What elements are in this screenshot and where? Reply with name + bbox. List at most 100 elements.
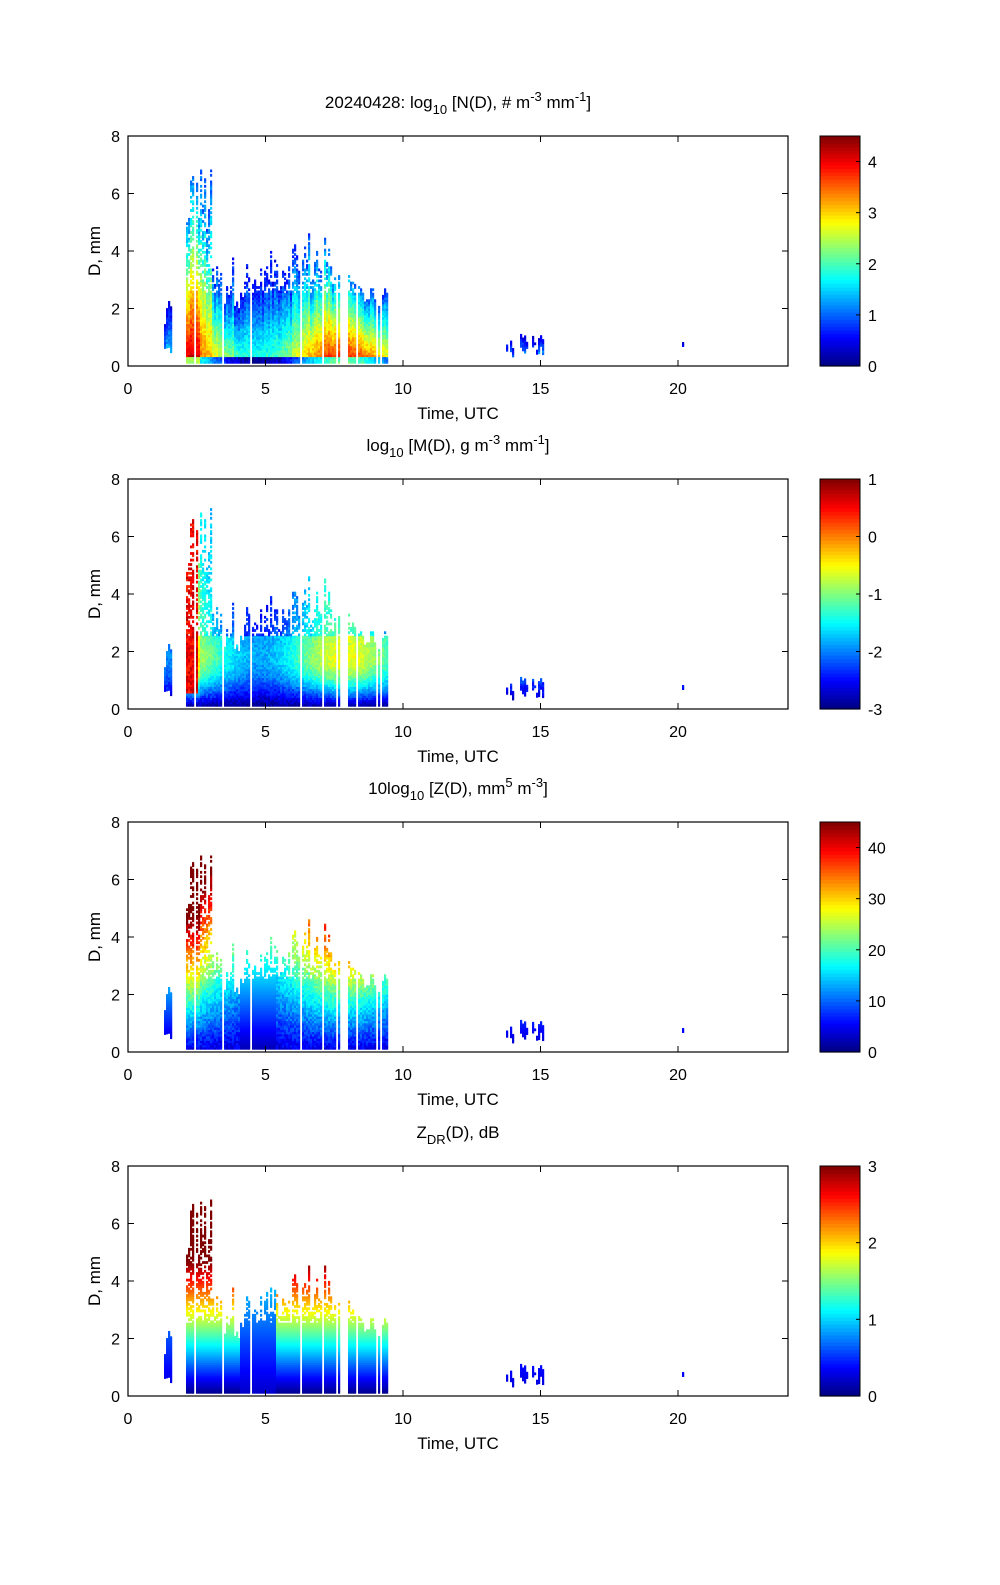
heatmap-cell: [206, 316, 209, 320]
heatmap-cell: [208, 228, 211, 232]
heatmap-cell: [306, 321, 309, 325]
heatmap-cell: [212, 349, 215, 353]
heatmap-cell: [236, 321, 239, 325]
heatmap-cell: [206, 248, 209, 252]
heatmap-cell: [198, 635, 201, 639]
heatmap-cell: [240, 349, 243, 353]
heatmap-cell: [248, 358, 251, 362]
heatmap-cell: [202, 332, 205, 336]
heatmap-cell: [200, 301, 203, 305]
heatmap-cell: [272, 343, 275, 347]
heatmap-cell: [212, 330, 215, 333]
heatmap-cell: [190, 356, 193, 360]
heatmap-cell: [200, 354, 203, 358]
heatmap-cell: [258, 305, 261, 309]
heatmap-cell: [204, 231, 207, 234]
heatmap-cell: [224, 332, 227, 336]
heatmap-cell: [196, 235, 199, 239]
heatmap-cell: [210, 545, 213, 549]
heatmap-cell: [244, 310, 247, 314]
heatmap-cell: [244, 336, 247, 340]
heatmap-cell: [202, 567, 205, 571]
heatmap-cell: [276, 345, 279, 349]
heatmap-cell: [190, 338, 193, 342]
heatmap-cell: [262, 327, 265, 331]
heatmap-cell: [232, 356, 235, 360]
heatmap-cell: [272, 356, 275, 360]
heatmap-cell: [166, 310, 169, 314]
heatmap-cell: [216, 345, 219, 349]
heatmap-cell: [242, 343, 245, 347]
heatmap-cell: [166, 336, 169, 340]
heatmap-cell: [278, 316, 281, 320]
heatmap-cell: [214, 327, 217, 331]
heatmap-cell: [302, 301, 305, 305]
heatmap-cell: [320, 308, 323, 311]
heatmap-cell: [206, 253, 209, 256]
heatmap-cell: [272, 321, 275, 325]
heatmap-cell: [202, 297, 205, 300]
heatmap-cell: [198, 299, 201, 303]
heatmap-cell: [268, 308, 271, 311]
heatmap-cell: [278, 358, 281, 362]
heatmap-cell: [304, 349, 307, 353]
heatmap-cell: [324, 327, 327, 331]
heatmap-cell: [232, 261, 235, 265]
heatmap-cell: [326, 292, 329, 296]
heatmap-cell: [310, 292, 313, 296]
heatmap-cell: [218, 330, 221, 333]
heatmap-cell: [208, 354, 211, 358]
heatmap-cell: [190, 316, 193, 320]
heatmap-cell: [226, 356, 229, 360]
heatmap-cell: [232, 277, 235, 281]
heatmap-cell: [192, 585, 195, 588]
heatmap-cell: [192, 200, 195, 204]
heatmap-cell: [206, 314, 209, 318]
heatmap-cell: [280, 316, 283, 320]
heatmap-cell: [200, 257, 203, 261]
heatmap-cell: [314, 270, 317, 274]
heatmap-cell: [188, 319, 191, 322]
heatmap-cell: [260, 327, 263, 331]
heatmap-cell: [248, 279, 251, 283]
heatmap-cell: [230, 290, 233, 294]
heatmap-cell: [204, 336, 207, 340]
heatmap-cell: [248, 323, 251, 327]
heatmap-cell: [240, 305, 243, 309]
colorbar-segment: [820, 146, 860, 151]
heatmap-cell: [188, 620, 191, 624]
colorbar-tick-label: 1: [868, 308, 877, 325]
y-tick-label: 4: [111, 244, 120, 261]
heatmap-cell: [302, 299, 305, 303]
heatmap-cell: [200, 235, 203, 239]
heatmap-cell: [262, 330, 265, 333]
heatmap-cell: [318, 330, 321, 333]
heatmap-cell: [318, 358, 321, 362]
heatmap-cell: [298, 294, 301, 298]
heatmap-cell: [304, 270, 307, 274]
heatmap-cell: [258, 299, 261, 303]
heatmap-cell: [258, 297, 261, 300]
heatmap-cell: [270, 319, 273, 322]
heatmap-cell: [280, 334, 283, 338]
heatmap-cell: [324, 283, 327, 287]
heatmap-cell: [206, 354, 209, 358]
heatmap-cell: [208, 244, 211, 248]
heatmap-cell: [244, 349, 247, 353]
heatmap-cell: [286, 338, 289, 342]
y-tick-label: 0: [111, 359, 120, 376]
heatmap-cell: [252, 343, 255, 347]
heatmap-cell: [164, 346, 167, 349]
heatmap-cell: [200, 349, 203, 353]
heatmap-cell: [170, 310, 173, 314]
heatmap-cell: [290, 336, 293, 340]
heatmap-cell: [358, 292, 361, 296]
heatmap-cell: [190, 222, 193, 226]
heatmap-cell: [262, 343, 265, 347]
heatmap-cell: [252, 323, 255, 327]
heatmap-cell: [214, 635, 217, 639]
heatmap-cell: [282, 358, 285, 362]
heatmap-cell: [190, 604, 193, 608]
heatmap-cell: [266, 349, 269, 353]
heatmap-cell: [288, 268, 291, 272]
